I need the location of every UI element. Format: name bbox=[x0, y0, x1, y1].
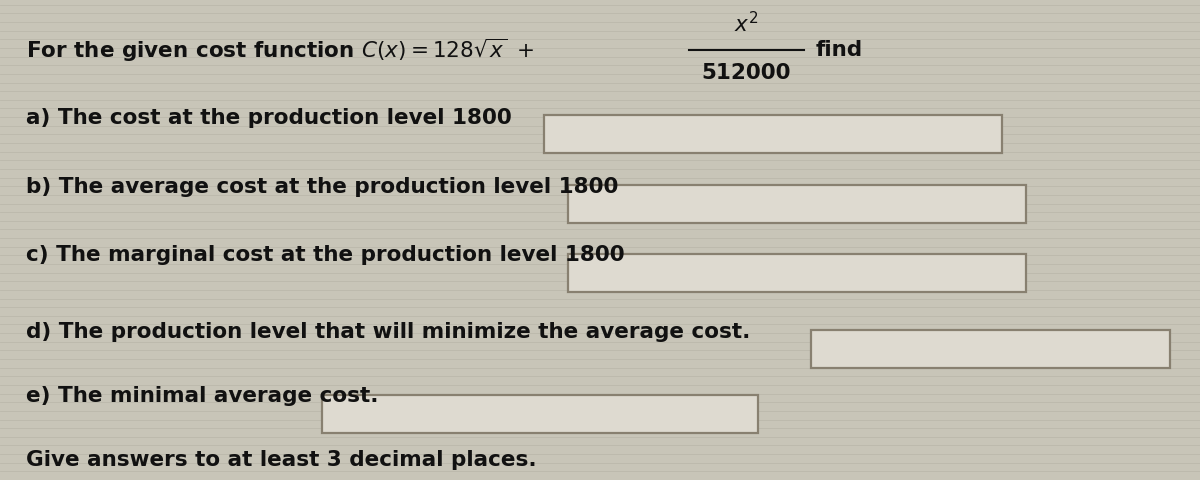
Text: For the given cost function $C(x) = 128\sqrt{x}\ +$: For the given cost function $C(x) = 128\… bbox=[26, 37, 534, 64]
Text: e) The minimal average cost.: e) The minimal average cost. bbox=[26, 386, 379, 406]
FancyBboxPatch shape bbox=[322, 395, 758, 433]
FancyBboxPatch shape bbox=[811, 330, 1170, 369]
Text: a) The cost at the production level 1800: a) The cost at the production level 1800 bbox=[26, 108, 512, 128]
Text: d) The production level that will minimize the average cost.: d) The production level that will minimi… bbox=[26, 322, 751, 342]
Text: find: find bbox=[816, 40, 863, 60]
FancyBboxPatch shape bbox=[544, 116, 1002, 154]
Text: Give answers to at least 3 decimal places.: Give answers to at least 3 decimal place… bbox=[26, 450, 538, 470]
Text: c) The marginal cost at the production level 1800: c) The marginal cost at the production l… bbox=[26, 245, 625, 265]
Text: $x^2$: $x^2$ bbox=[734, 12, 758, 36]
FancyBboxPatch shape bbox=[568, 185, 1026, 223]
Text: 512000: 512000 bbox=[702, 63, 791, 84]
Text: b) The average cost at the production level 1800: b) The average cost at the production le… bbox=[26, 177, 619, 197]
FancyBboxPatch shape bbox=[568, 253, 1026, 291]
